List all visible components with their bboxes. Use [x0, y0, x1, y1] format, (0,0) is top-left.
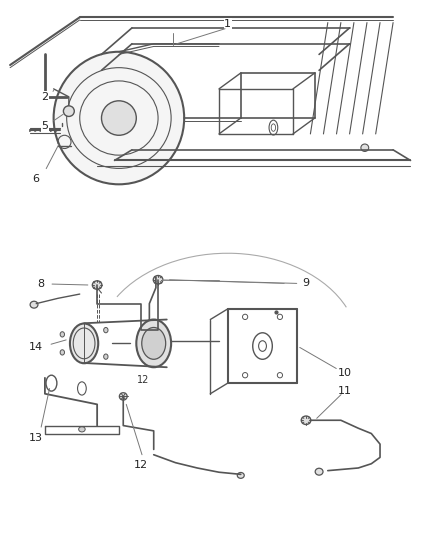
Ellipse shape [136, 319, 171, 367]
Ellipse shape [60, 332, 64, 337]
Text: 6: 6 [33, 174, 40, 184]
Ellipse shape [104, 354, 108, 359]
Ellipse shape [153, 276, 163, 284]
Text: 9: 9 [303, 278, 310, 288]
Text: 10: 10 [338, 368, 352, 377]
Text: 14: 14 [29, 342, 43, 352]
Text: 1: 1 [224, 19, 231, 29]
Text: 13: 13 [29, 433, 43, 443]
Ellipse shape [315, 469, 323, 475]
Ellipse shape [301, 416, 311, 424]
Ellipse shape [104, 327, 108, 333]
Text: 2: 2 [41, 92, 49, 102]
Ellipse shape [64, 106, 74, 116]
Ellipse shape [30, 301, 38, 308]
Ellipse shape [79, 426, 85, 432]
Ellipse shape [361, 144, 369, 151]
Text: 8: 8 [37, 279, 44, 289]
Ellipse shape [70, 324, 98, 364]
Ellipse shape [237, 472, 244, 478]
Text: 11: 11 [338, 386, 352, 396]
Ellipse shape [142, 327, 166, 359]
Ellipse shape [92, 281, 102, 289]
Ellipse shape [60, 350, 64, 355]
Text: 12: 12 [137, 375, 149, 385]
Ellipse shape [119, 393, 127, 400]
Text: 5: 5 [42, 121, 49, 131]
Ellipse shape [102, 101, 136, 135]
Ellipse shape [53, 52, 184, 184]
Text: 12: 12 [134, 461, 148, 470]
